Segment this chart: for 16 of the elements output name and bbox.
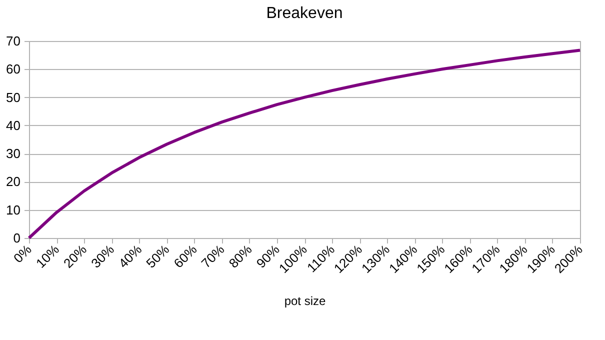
y-tick-label: 10	[6, 202, 20, 218]
x-tick-label: 70%	[198, 242, 228, 271]
x-tick-label: 60%	[170, 242, 200, 271]
y-tick-label: 60	[6, 62, 20, 77]
x-tick-label: 50%	[143, 242, 173, 271]
x-axis-title: pot size	[284, 294, 326, 308]
y-tick-label: 40	[6, 118, 20, 133]
x-tick-label: 30%	[88, 242, 118, 271]
x-tick-label: 40%	[116, 242, 145, 271]
y-tick-label: 70	[6, 34, 20, 48]
chart-title: Breakeven	[266, 5, 343, 22]
y-tick-label: 50	[6, 90, 20, 105]
y-tick-label: 30	[6, 146, 20, 162]
x-tick-label: 80%	[226, 242, 256, 271]
y-tick-label: 20	[6, 174, 20, 190]
line-series	[28, 48, 582, 240]
